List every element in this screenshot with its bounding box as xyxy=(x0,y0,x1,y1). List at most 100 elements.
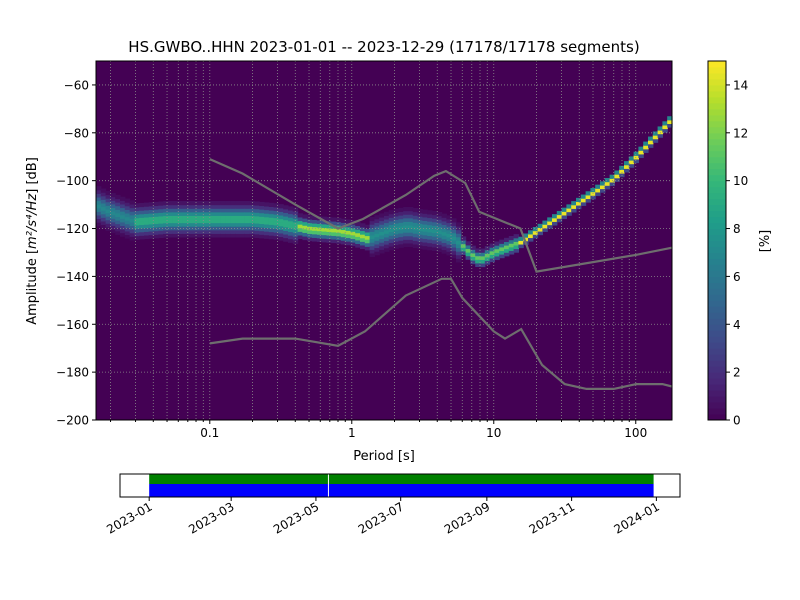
heatmap-cell xyxy=(542,220,548,225)
heatmap-cell xyxy=(105,201,111,206)
heatmap-cell xyxy=(388,217,395,222)
heatmap-cell xyxy=(432,236,438,241)
heatmap-cell xyxy=(456,258,462,263)
heatmap-cell xyxy=(105,205,111,210)
heatmap-cell xyxy=(177,215,183,220)
heatmap-cell xyxy=(451,229,457,234)
heatmap-cell xyxy=(211,208,217,213)
heatmap-cell xyxy=(417,241,423,246)
heatmap-cell xyxy=(643,145,649,150)
heatmap-cell xyxy=(115,223,121,228)
heatmap-cell xyxy=(225,201,231,206)
heatmap-cell xyxy=(470,249,476,254)
heatmap-cell xyxy=(494,252,500,257)
heatmap-cell xyxy=(220,226,227,231)
heatmap-cell xyxy=(288,209,294,215)
heatmap-cell xyxy=(144,213,150,218)
heatmap-cell xyxy=(120,218,126,223)
heatmap-cell xyxy=(172,229,179,234)
heatmap-cell xyxy=(139,206,145,211)
heatmap-cell xyxy=(403,239,409,244)
heatmap-cell xyxy=(571,201,577,206)
heatmap-cell xyxy=(288,213,294,218)
heatmap-cell xyxy=(110,214,116,219)
heatmap-cell xyxy=(326,227,332,232)
heatmap-cell xyxy=(201,211,207,216)
heatmap-cell xyxy=(187,233,193,238)
heatmap-cell xyxy=(163,219,169,224)
heatmap-cell xyxy=(244,215,251,220)
heatmap-cell xyxy=(585,191,591,196)
heatmap-cell xyxy=(288,217,294,222)
heatmap-cell xyxy=(249,208,255,213)
heatmap-cell xyxy=(417,212,423,217)
heatmap-cell xyxy=(148,209,155,214)
heatmap-cell xyxy=(446,218,452,224)
heatmap-cell xyxy=(412,229,419,234)
colorbar-step xyxy=(708,384,726,391)
heatmap-cell xyxy=(388,231,395,236)
heatmap-cell xyxy=(451,250,457,255)
heatmap-cell xyxy=(144,220,150,225)
colorbar-step xyxy=(708,276,726,283)
heatmap-cell xyxy=(124,212,131,218)
heatmap-cell xyxy=(206,208,212,213)
heatmap-cell xyxy=(100,195,107,200)
y-axis-label-unit: m²/s⁴/Hz xyxy=(25,193,40,249)
heatmap-cell xyxy=(422,241,428,247)
heatmap-cell xyxy=(244,211,251,216)
heatmap-cell xyxy=(412,236,419,241)
heatmap-cell xyxy=(187,211,193,216)
heatmap-cell xyxy=(292,211,299,216)
heatmap-cell xyxy=(307,229,313,234)
heatmap-cell xyxy=(268,209,275,215)
heatmap-cell xyxy=(374,251,380,256)
heatmap-cell xyxy=(316,230,323,235)
heatmap-cell xyxy=(537,223,543,228)
heatmap-cell xyxy=(148,212,155,218)
heatmap-cell xyxy=(211,222,217,227)
heatmap-cell xyxy=(398,232,404,238)
heatmap-cell xyxy=(273,214,279,219)
heatmap-cell xyxy=(398,207,404,213)
heatmap-cell xyxy=(412,222,419,227)
heatmap-cell xyxy=(283,216,289,221)
heatmap-cell xyxy=(427,228,433,233)
heatmap-cell xyxy=(230,204,236,209)
heatmap-cell xyxy=(153,230,159,235)
heatmap-cell xyxy=(408,206,414,212)
heatmap-cell xyxy=(499,254,505,259)
heatmap-cell xyxy=(561,207,567,212)
heatmap-cell xyxy=(364,239,371,244)
colorbar-tick-label: 14 xyxy=(733,78,748,92)
heatmap-cell xyxy=(552,214,558,219)
heatmap-cell xyxy=(283,237,289,242)
colorbar-step xyxy=(708,126,726,134)
heatmap-cell xyxy=(100,213,107,218)
heatmap-cell xyxy=(436,226,443,231)
timeline-tick-label: 2023-07 xyxy=(356,499,406,536)
heatmap-cell xyxy=(576,205,582,210)
colorbar-step xyxy=(708,61,726,68)
heatmap-cell xyxy=(216,229,222,234)
heatmap-cell xyxy=(292,232,299,237)
heatmap-cell xyxy=(393,212,399,217)
heatmap-cell xyxy=(662,121,668,126)
colorbar-tick-label: 10 xyxy=(733,174,748,188)
heatmap-cell xyxy=(177,201,183,206)
colorbar-step xyxy=(708,354,726,361)
heatmap-cell xyxy=(105,208,111,214)
colorbar-tick-label: 8 xyxy=(733,222,741,236)
y-axis-label-main: Amplitude [ xyxy=(25,249,40,325)
heatmap-cell xyxy=(254,212,260,217)
colorbar-step xyxy=(708,396,726,403)
heatmap-cell xyxy=(321,238,327,243)
heatmap-cell xyxy=(542,224,548,229)
heatmap-cell xyxy=(96,211,102,216)
heatmap-cell xyxy=(163,211,169,217)
heatmap-cell xyxy=(307,233,313,238)
heatmap-cell xyxy=(504,252,510,257)
heatmap-cell xyxy=(153,212,159,217)
heatmap-cell xyxy=(206,229,212,234)
heatmap-cell xyxy=(451,221,457,227)
